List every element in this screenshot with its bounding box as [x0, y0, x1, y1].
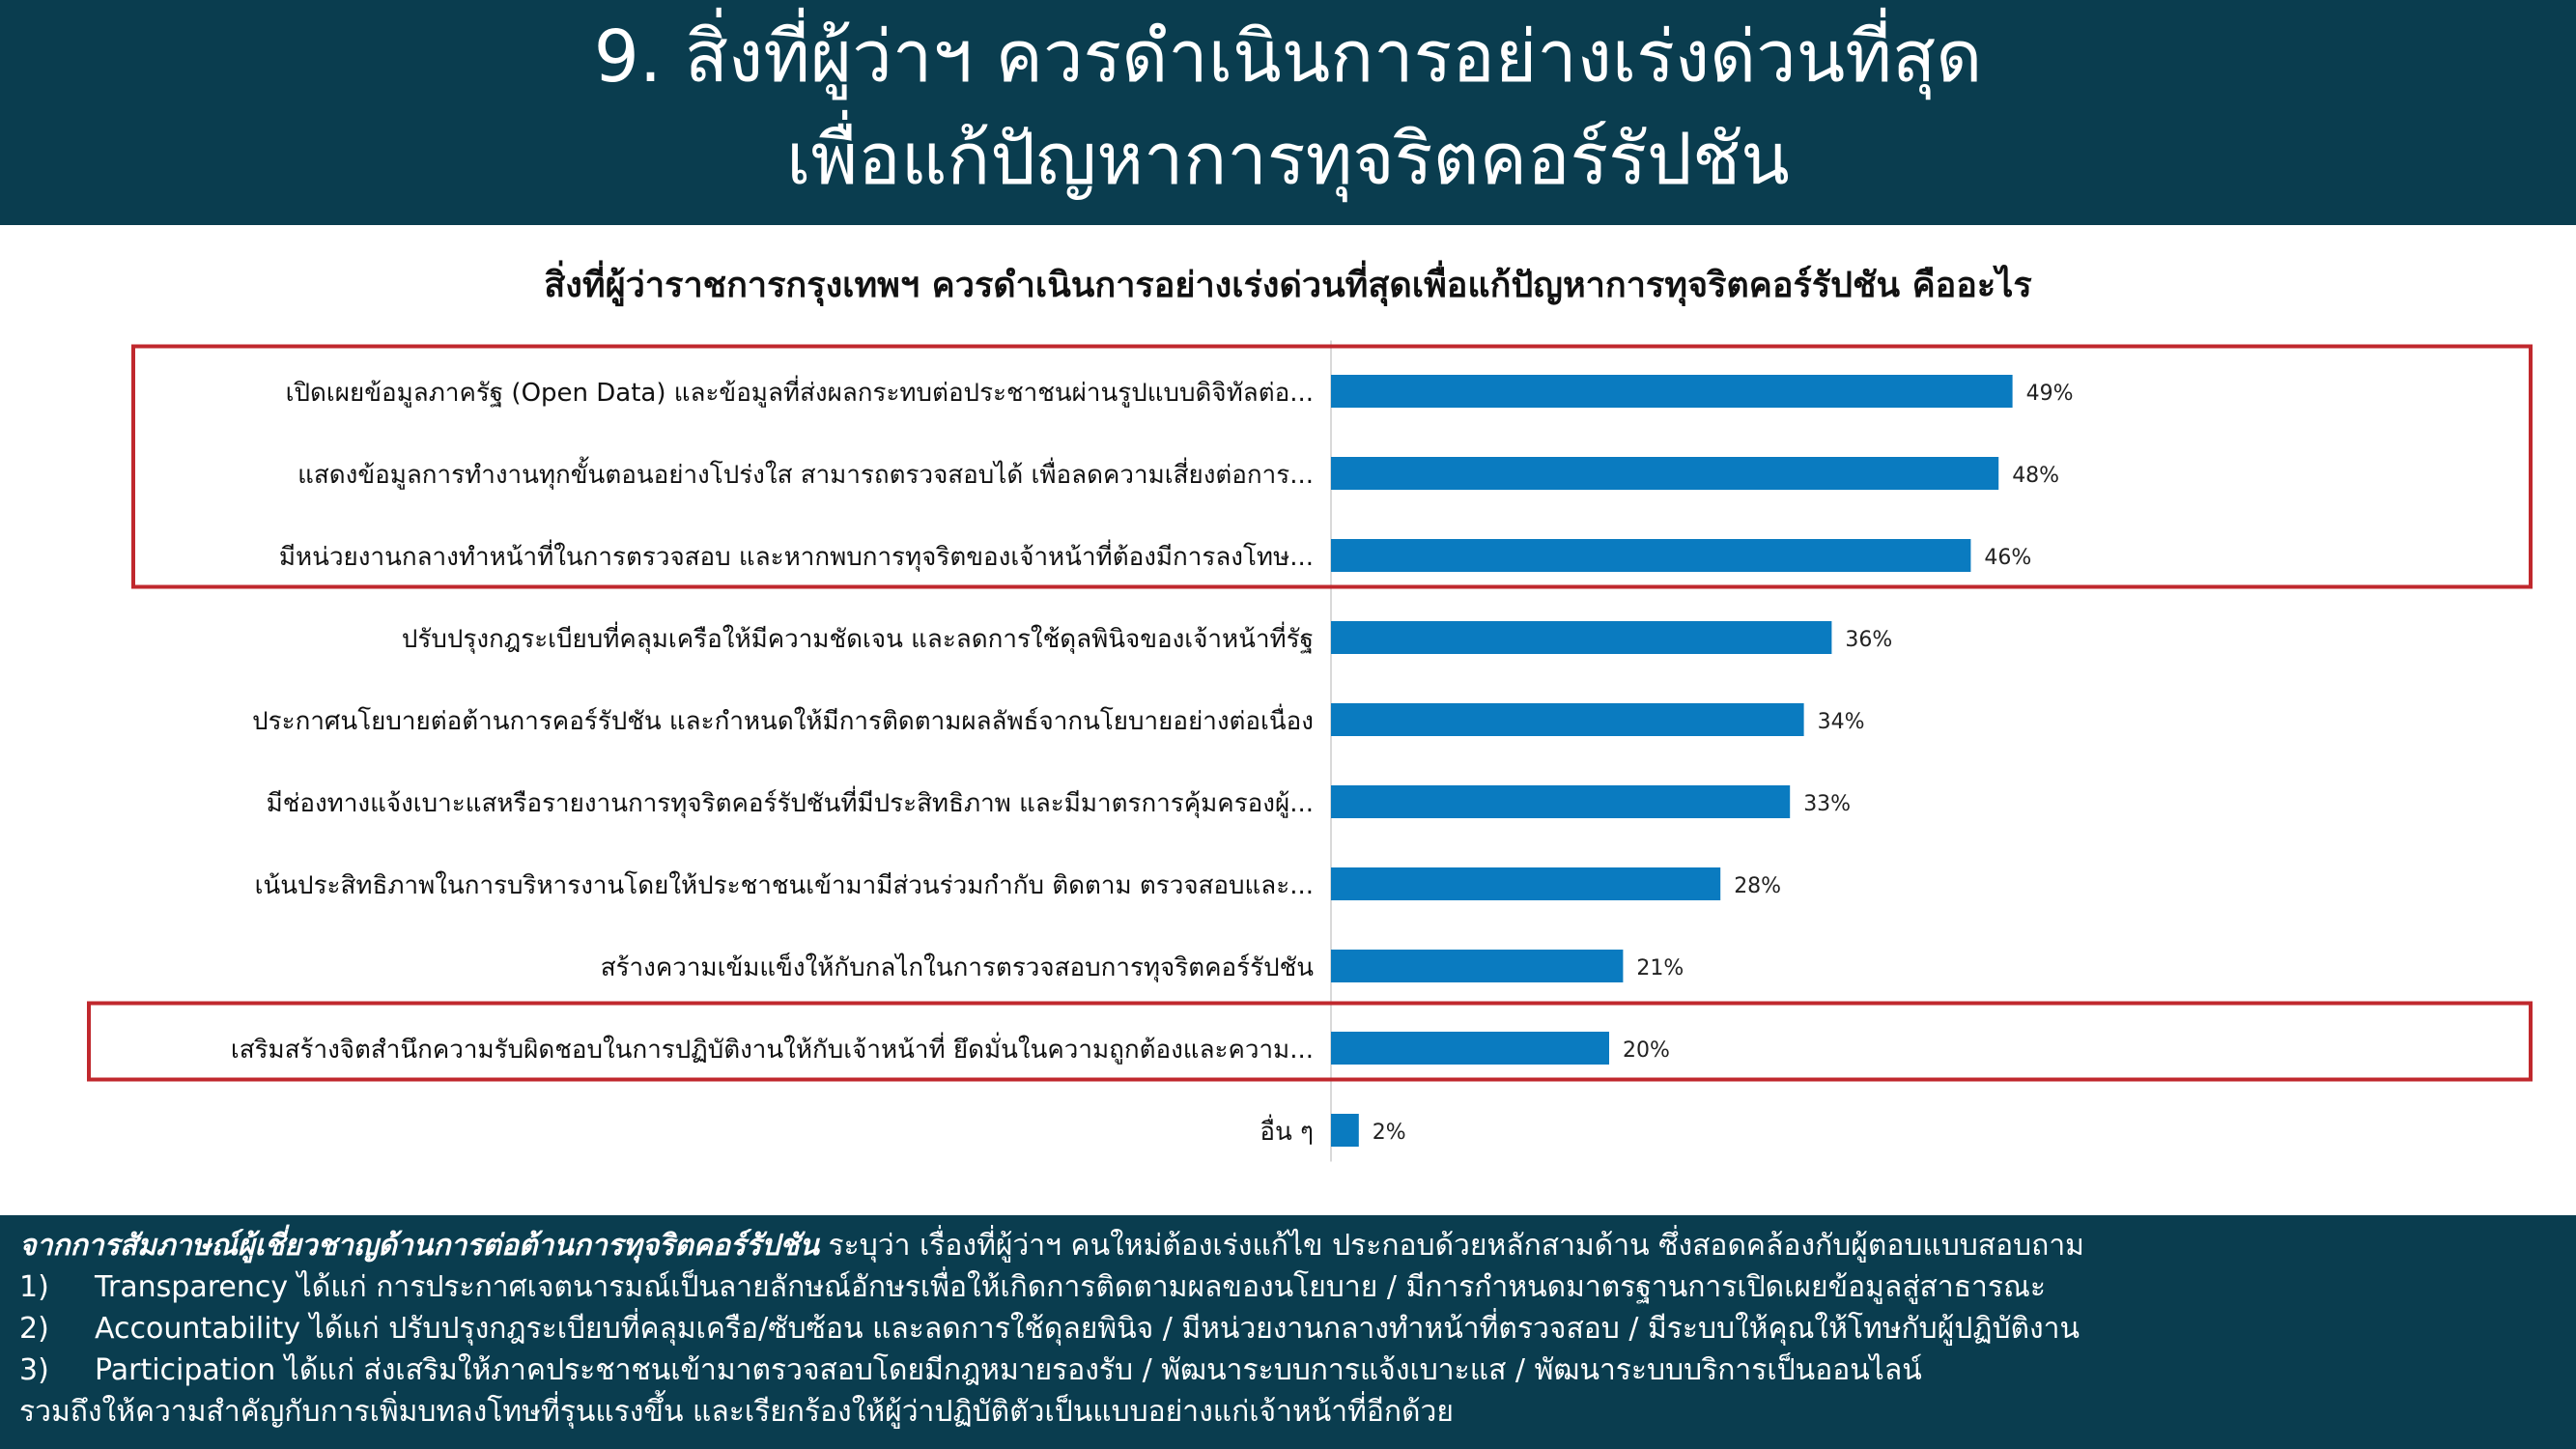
category-label: สร้างความเข้มแข็งให้กับกลไกในการตรวจสอบก…: [601, 952, 1315, 982]
data-label: 20%: [1623, 1038, 1670, 1063]
data-label: 36%: [1845, 628, 1892, 652]
footer-intro-rest: ระบุว่า เรื่องที่ผู้ว่าฯ คนใหม่ต้องเร่งแ…: [819, 1229, 2084, 1263]
footer-closing: รวมถึงให้ความสำคัญกับการเพิ่มบทลงโทษที่ร…: [19, 1395, 1454, 1429]
bar: [1331, 539, 1971, 572]
footer-intro-lead: จากการสัมภาษณ์ผู้เชี่ยวชาญด้านการต่อต้าน…: [19, 1229, 820, 1263]
data-label: 21%: [1636, 956, 1684, 980]
data-label: 34%: [1818, 710, 1865, 734]
footer-item-1: 1) Transparency ได้แก่ การประกาศเจตนารมณ์…: [19, 1266, 2046, 1308]
bar-chart: เปิดเผยข้อมูลภาครัฐ (Open Data) และข้อมู…: [87, 340, 2533, 1162]
bar: [1331, 1114, 1359, 1147]
data-label: 28%: [1734, 874, 1781, 898]
footer-item-number: 3): [19, 1353, 49, 1387]
footer-intro: จากการสัมภาษณ์ผู้เชี่ยวชาญด้านการต่อต้าน…: [19, 1225, 2084, 1266]
data-label: 33%: [1803, 792, 1851, 816]
footer-item-text: Participation ได้แก่ ส่งเสริมให้ภาคประชา…: [95, 1353, 1922, 1387]
page-title-line-1: 9. สิ่งที่ผู้ว่าฯ ควรดำเนินการอย่างเร่งด…: [593, 15, 1983, 99]
highlight-frame: [131, 344, 2533, 589]
data-label: 2%: [1373, 1121, 1406, 1145]
category-label: เน้นประสิทธิภาพในการบริหารงานโดยให้ประชา…: [255, 870, 1314, 900]
bar: [1331, 950, 1624, 982]
bar: [1331, 867, 1721, 900]
category-label: มีหน่วยงานกลางทำหน้าที่ในการตรวจสอบ และห…: [279, 539, 1314, 572]
highlight-frame: [87, 1001, 2533, 1082]
chart-title: สิ่งที่ผู้ว่าราชการกรุงเทพฯ ควรดำเนินการ…: [544, 266, 2032, 305]
bar: [1331, 1032, 1609, 1065]
footer-item-3: 3) Participation ได้แก่ ส่งเสริมให้ภาคประ…: [19, 1350, 1922, 1391]
data-label: 49%: [2026, 382, 2074, 406]
footer-item-text: Accountability ได้แก่ ปรับปรุงกฎระเบียบท…: [95, 1312, 2080, 1346]
category-label: ประกาศนโยบายต่อต้านการคอร์รัปชัน และกำหน…: [252, 703, 1314, 736]
category-label: เปิดเผยข้อมูลภาครัฐ (Open Data) และข้อมู…: [286, 375, 1314, 408]
footer-item-2: 2) Accountability ได้แก่ ปรับปรุงกฎระเบีย…: [19, 1308, 2080, 1350]
bar: [1331, 621, 1832, 654]
bar: [1331, 457, 1999, 490]
category-label: มีช่องทางแจ้งเบาะแสหรือรายงานการทุจริตคอ…: [267, 785, 1314, 818]
page-title-line-2: เพื่อแก้ปัญหาการทุจริตคอร์รัปชัน: [786, 118, 1790, 201]
category-label: อื่น ๆ: [1260, 1114, 1314, 1147]
bar: [1331, 785, 1791, 818]
category-label: แสดงข้อมูลการทำงานทุกขั้นตอนอย่างโปร่งใส…: [297, 456, 1314, 490]
data-label: 46%: [1984, 546, 2031, 570]
data-label: 48%: [2012, 464, 2059, 488]
category-label: ปรับปรุงกฎระเบียบที่คลุมเครือให้มีความชั…: [402, 621, 1314, 654]
footer-item-number: 1): [19, 1270, 49, 1304]
category-label: เสริมสร้างจิตสำนึกความรับผิดชอบในการปฏิบ…: [231, 1032, 1314, 1065]
footer-item-text: Transparency ได้แก่ การประกาศเจตนารมณ์เป…: [95, 1270, 2046, 1304]
footer-item-number: 2): [19, 1312, 49, 1346]
footer-summary: จากการสัมภาษณ์ผู้เชี่ยวชาญด้านการต่อต้าน…: [0, 1215, 2576, 1449]
bar: [1331, 375, 2013, 408]
header-banner: 9. สิ่งที่ผู้ว่าฯ ควรดำเนินการอย่างเร่งด…: [0, 0, 2576, 225]
bar: [1331, 703, 1804, 736]
